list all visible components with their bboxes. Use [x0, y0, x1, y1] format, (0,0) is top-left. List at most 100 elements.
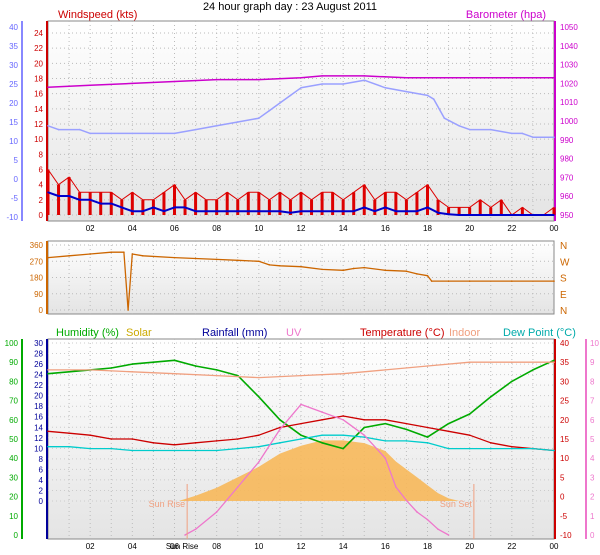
- y-tick-label-windspeed: 14: [34, 105, 43, 114]
- temperature-line-point: [405, 422, 408, 425]
- y-tick-label-humidity: 80: [9, 377, 18, 386]
- wind_avg-line-point: [479, 214, 482, 216]
- temperature-line-point: [511, 445, 513, 448]
- dewpoint-label: Dew Point (°C): [503, 327, 576, 339]
- indoor-line-point: [468, 361, 471, 364]
- direction-line-point: [416, 273, 418, 275]
- uv-line-point: [300, 403, 302, 406]
- direction-line-point: [89, 253, 91, 255]
- wind_avg-line-point: [352, 210, 355, 213]
- y-tick-label-barometer: 980: [560, 155, 574, 164]
- indoor-line-point: [553, 361, 555, 364]
- dewpoint-line-point: [511, 447, 513, 450]
- y-tick-label-humidity: 30: [9, 473, 18, 482]
- direction-line-point: [342, 269, 344, 272]
- y-tick-label-uv: 8: [590, 377, 595, 386]
- dewpoint-line-point: [426, 442, 429, 444]
- wind_avg-line-point: [226, 210, 229, 213]
- wind_avg-line-point: [268, 210, 271, 213]
- temperature-line-point: [447, 430, 450, 433]
- wind_avg-line-point: [152, 206, 155, 209]
- direction-line-point: [363, 266, 366, 269]
- humidity-label: Humidity (%): [56, 327, 119, 339]
- humidity-line-point: [279, 419, 281, 421]
- direction-line-point: [321, 268, 323, 271]
- barometer-line-point: [405, 76, 408, 79]
- wind_avg-line-point: [57, 195, 60, 197]
- dewpoint-line-point: [384, 440, 387, 442]
- x-tick-label: 08: [212, 224, 221, 233]
- x-tick-label: 10: [254, 542, 263, 551]
- wind_line-line-point: [426, 94, 429, 97]
- y-tick-label-temperature: 25: [560, 397, 569, 406]
- temperature-line-point: [279, 426, 281, 429]
- y-tick-label-windspeed: 6: [39, 166, 44, 175]
- y-tick-label-barometer: 950: [560, 211, 574, 220]
- compass-label: N: [560, 306, 567, 317]
- y-tick-label-barometer: 1040: [560, 42, 578, 51]
- compass-label: N: [560, 241, 567, 252]
- humidity-line-point: [405, 428, 408, 431]
- temperature-line-point: [173, 443, 176, 446]
- humidity-line-point: [68, 371, 70, 373]
- wind_avg-line-point: [300, 210, 302, 213]
- temperature-line-point: [384, 419, 387, 421]
- wind_avg-line-point: [500, 214, 503, 216]
- y-tick-label-rainfall: 12: [34, 434, 43, 443]
- wind_line-line-point: [553, 136, 555, 138]
- wind_avg-line-point: [194, 210, 197, 213]
- y-tick-label-rainfall: 6: [39, 465, 44, 474]
- indoor-line-point: [47, 369, 49, 371]
- barometer-line-point: [363, 75, 366, 77]
- humidity-line-point: [532, 369, 534, 371]
- barometer-line-point: [258, 78, 260, 81]
- y-tick-label-windline: -10: [6, 213, 18, 222]
- y-tick-label-temperature: 0: [560, 493, 565, 502]
- temperature-line-point: [363, 419, 366, 421]
- temperature-line-point: [152, 442, 155, 444]
- windspeed-label: Windspeed (kts): [58, 9, 137, 21]
- chart-title: 24 hour graph day : 23 August 2011: [203, 1, 377, 13]
- y-tick-label-temperature: 20: [560, 416, 569, 425]
- barometer-line-point: [131, 82, 134, 85]
- direction-line-point: [142, 255, 144, 257]
- wind_avg-line-point: [331, 210, 334, 213]
- y-tick-label-direction: 270: [30, 257, 44, 266]
- y-tick-label-barometer: 1030: [560, 61, 578, 70]
- wind_avg-line-point: [247, 210, 250, 213]
- chart-marks: -10-505101520253035400246810121416182022…: [5, 21, 599, 551]
- uv-line-point: [258, 461, 260, 463]
- temperature-line-point: [342, 415, 344, 417]
- y-tick-label-humidity: 90: [9, 358, 18, 367]
- indoor-line-point: [215, 374, 218, 377]
- wind_avg-line-point: [289, 211, 292, 214]
- wind_avg-line-point: [215, 210, 218, 213]
- dewpoint-line-point: [447, 447, 450, 450]
- temperature-line-point: [236, 438, 239, 440]
- y-tick-label-rainfall: 4: [39, 476, 44, 485]
- y-tick-label-windspeed: 18: [34, 75, 43, 84]
- x-tick-label: 16: [381, 224, 390, 233]
- wind_avg-line-point: [120, 206, 123, 209]
- temperature-label: Temperature (°C): [360, 327, 444, 339]
- direction-line-point: [430, 280, 433, 282]
- dewpoint-line-point: [553, 449, 555, 452]
- direction-line-point: [68, 255, 70, 257]
- x-tick-label: 00: [550, 542, 559, 551]
- wind_avg-line-point: [236, 210, 239, 213]
- y-tick-label-rainfall: 18: [34, 402, 43, 411]
- dewpoint-line-point: [68, 445, 70, 448]
- temperature-line-point: [89, 434, 91, 436]
- humidity-line-point: [152, 361, 155, 364]
- x-tick-label: 10: [254, 224, 263, 233]
- wind_avg-line-point: [279, 210, 281, 213]
- barometer-line-point: [426, 76, 429, 79]
- wind_avg-line-point: [384, 206, 387, 209]
- x-tick-label: 20: [465, 542, 474, 551]
- barometer-line-point: [89, 84, 91, 87]
- y-tick-label-windline: 35: [9, 42, 18, 51]
- uv-line-point: [384, 457, 387, 460]
- uv-line-point: [194, 528, 197, 531]
- y-tick-label-temperature: 10: [560, 454, 569, 463]
- direction-line-point: [236, 259, 239, 262]
